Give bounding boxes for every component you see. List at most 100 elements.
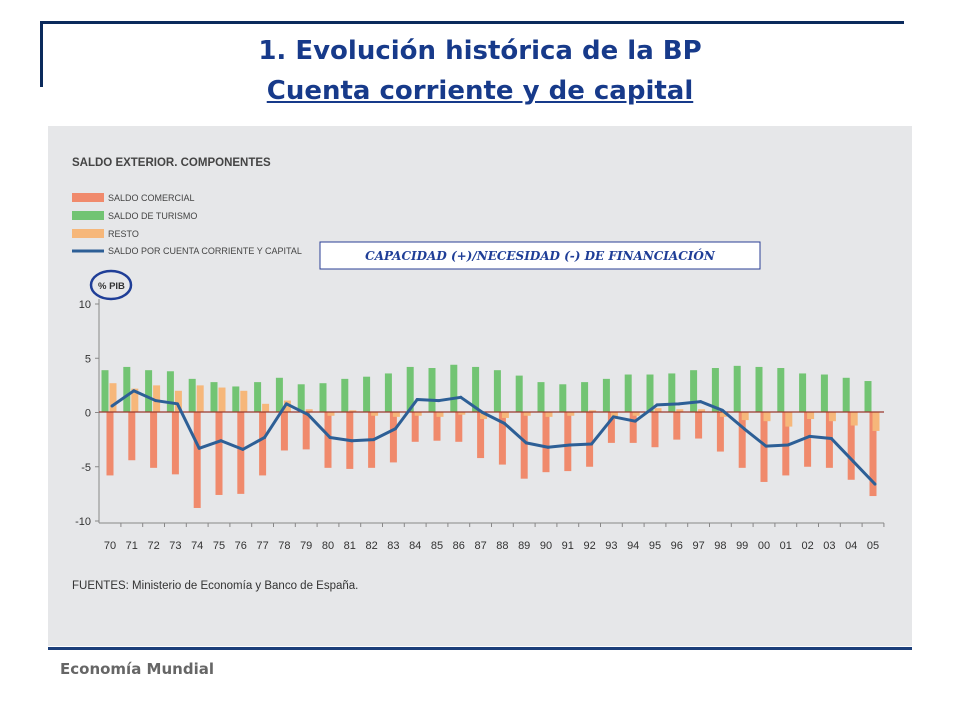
x-tick-label: 01 [780, 540, 792, 552]
bar-saldo-comercial [520, 412, 528, 479]
bar-resto [174, 390, 182, 413]
legend-swatch-resto [72, 229, 104, 238]
x-tick-label: 76 [235, 540, 247, 552]
bar-saldo-comercial [673, 412, 681, 440]
x-tick-label: 84 [409, 540, 421, 552]
line-point [132, 389, 136, 393]
legend-label-line: SALDO POR CUENTA CORRIENTE Y CAPITAL [108, 246, 302, 256]
x-tick-label: 98 [714, 540, 726, 552]
line-point [372, 438, 376, 442]
x-tick-label: 74 [191, 540, 203, 552]
chart-title: SALDO EXTERIOR. COMPONENTES [72, 157, 271, 169]
line-point [829, 437, 833, 441]
bar-resto [196, 385, 204, 413]
bar-resto [763, 412, 771, 422]
line-point [742, 427, 746, 431]
line-point [459, 395, 463, 399]
bar-saldo-comercial [564, 412, 572, 472]
x-tick-label: 80 [322, 540, 334, 552]
bar-saldo-comercial [651, 412, 659, 448]
y-tick-label: -5 [81, 462, 91, 474]
bar-saldo-turismo [145, 370, 153, 413]
bar-saldo-turismo [711, 368, 719, 413]
bar-saldo-turismo [799, 373, 807, 413]
legend-label-turismo: SALDO DE TURISMO [108, 211, 197, 221]
bar-resto [828, 412, 836, 422]
annotation-text: CAPACIDAD (+)/NECESIDAD (-) DE FINANCIAC… [365, 247, 716, 263]
line-point [110, 404, 114, 408]
bar-resto [218, 387, 226, 413]
bar-resto [719, 412, 727, 417]
x-tick-label: 85 [431, 540, 443, 552]
line-point [502, 421, 506, 425]
bar-resto [109, 383, 117, 413]
y-tick-label: 0 [85, 408, 91, 420]
bar-saldo-turismo [646, 374, 654, 413]
bar-saldo-comercial [825, 412, 833, 468]
x-tick-label: 79 [300, 540, 312, 552]
line-point [241, 447, 245, 451]
bar-saldo-comercial [237, 412, 245, 494]
bar-saldo-turismo [515, 375, 523, 413]
x-tick-label: 91 [562, 540, 574, 552]
bar-resto [414, 412, 422, 416]
bar-resto [632, 412, 640, 416]
bar-saldo-turismo [406, 366, 414, 413]
legend-label-comercial: SALDO COMERCIAL [108, 193, 195, 203]
bar-resto [436, 412, 444, 417]
y-tick-label: 10 [79, 299, 91, 311]
line-point [655, 403, 659, 407]
bar-saldo-comercial [629, 412, 637, 443]
line-point [284, 402, 288, 406]
bar-saldo-turismo [428, 368, 436, 413]
bar-resto [567, 412, 575, 416]
line-point [415, 397, 419, 401]
x-tick-label: 97 [692, 540, 704, 552]
line-point [306, 413, 310, 417]
x-tick-label: 78 [278, 540, 290, 552]
bar-resto [131, 388, 139, 413]
bar-saldo-comercial [695, 412, 703, 439]
bar-resto [371, 412, 379, 416]
bar-saldo-comercial [716, 412, 724, 452]
footer-rule [48, 647, 912, 650]
line-group [110, 389, 877, 486]
line-point [197, 446, 201, 450]
slide-subtitle: Cuenta corriente y de capital [266, 76, 694, 106]
line-point [481, 411, 485, 414]
line-saldo-cuenta-corriente-capital [111, 389, 877, 486]
line-point [350, 439, 354, 443]
line-point [263, 435, 267, 439]
x-tick-label: 96 [671, 540, 683, 552]
legend-swatch-comercial [72, 193, 104, 202]
bar-resto [480, 412, 488, 420]
bar-saldo-turismo [210, 382, 218, 413]
bar-saldo-comercial [411, 412, 419, 442]
bar-resto [850, 412, 858, 426]
bar-saldo-turismo [101, 370, 109, 413]
bar-saldo-turismo [319, 383, 327, 413]
x-tick-label: 04 [845, 540, 857, 552]
bar-saldo-comercial [498, 412, 506, 465]
bar-saldo-turismo [842, 377, 850, 413]
bar-saldo-comercial [455, 412, 463, 442]
annotation-box [319, 241, 761, 270]
x-tick-label: 99 [736, 540, 748, 552]
bar-saldo-comercial [215, 412, 223, 495]
bar-saldo-comercial [542, 412, 550, 473]
bar-saldo-comercial [150, 412, 158, 468]
bar-resto [807, 412, 815, 420]
legend-label-resto: RESTO [108, 229, 139, 239]
bar-saldo-comercial [171, 412, 179, 475]
x-tick-label: 75 [213, 540, 225, 552]
bar-resto [523, 412, 531, 416]
x-tick-label: 93 [605, 540, 617, 552]
bar-saldo-turismo [188, 378, 196, 413]
bars-group [101, 364, 880, 508]
bar-saldo-comercial [280, 412, 288, 451]
x-tick-label: 88 [496, 540, 508, 552]
bar-saldo-turismo [472, 366, 480, 413]
ylabel: % PIB [98, 281, 125, 292]
x-tick-label: 86 [453, 540, 465, 552]
bar-saldo-turismo [384, 373, 392, 413]
